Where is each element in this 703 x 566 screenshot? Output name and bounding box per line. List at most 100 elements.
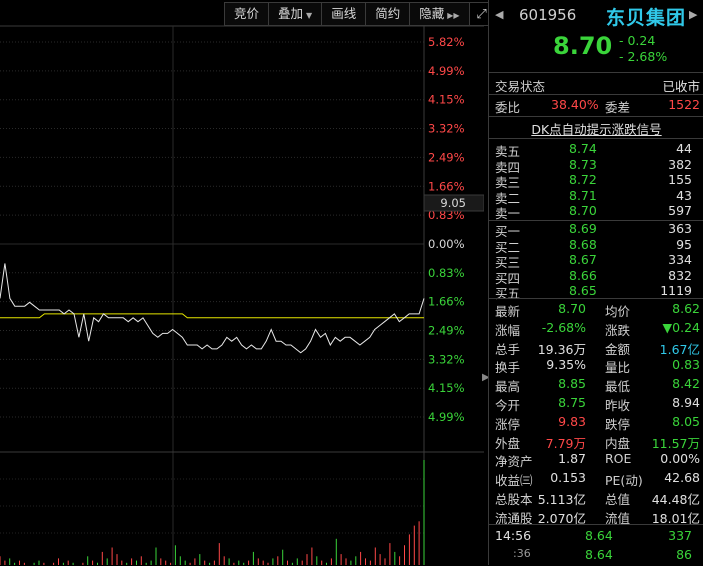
stat-value: 8.75 <box>558 395 586 410</box>
stat-row: 涨幅 -2.68% 涨跌 ▼0.24 <box>489 319 703 339</box>
orderbook-row[interactable]: 买三 8.67 334 <box>489 252 703 270</box>
stat-label: PE(动) <box>605 473 643 489</box>
divider <box>489 298 703 299</box>
current-price: 8.70 <box>553 32 613 60</box>
stat-value: 0.153 <box>550 470 586 486</box>
orderbook-row[interactable]: 卖一 8.70 597 <box>489 203 703 222</box>
trade-status-row: 交易状态 已收市 <box>489 74 703 94</box>
stat-label: 总手 <box>495 341 521 357</box>
price-change: - 0.24 <box>619 33 656 48</box>
quote-header: ◀ 601956 东贝集团 ▶ 8.70 - 0.24 - 2.68% <box>489 0 703 72</box>
order-ratio-label: 委比 <box>495 100 521 115</box>
tick-volume: 86 <box>676 547 692 562</box>
stat-label: 跌停 <box>605 416 631 432</box>
stat-label: 外盘 <box>495 435 521 451</box>
trade-status-value: 已收市 <box>662 79 700 94</box>
stat-label: 今开 <box>495 398 521 413</box>
stat-row: 净资产 1.87 ROE 0.00% <box>489 450 703 470</box>
price-change-pct: - 2.68% <box>619 49 668 64</box>
stat-label: 流通股 <box>495 510 533 526</box>
price-line <box>0 263 425 354</box>
stat-value: 8.94 <box>672 395 700 410</box>
orderbook-price: 8.73 <box>569 156 597 172</box>
orderbook-row[interactable]: 买一 8.69 363 <box>489 221 703 239</box>
orderbook-row[interactable]: 买四 8.66 832 <box>489 268 703 286</box>
orderbook-volume: 44 <box>676 141 692 156</box>
bid-button[interactable]: 竞价 <box>224 2 270 26</box>
divider <box>489 138 703 139</box>
stat-label: 总值 <box>605 492 631 507</box>
intraday-chart-panel[interactable]: 竞价 叠加 ▼ 画线 简约 隐藏 ▶▶ ⤢ 5.82% 4.99% 4.15% 3.32%… <box>0 0 495 565</box>
next-stock-icon[interactable]: ▶ <box>689 8 698 21</box>
tick-time: :36 <box>513 547 531 560</box>
draw-line-button[interactable]: 画线 <box>322 2 367 26</box>
stat-label: 净资产 <box>495 454 533 470</box>
orderbook-label: 买四 <box>495 270 521 286</box>
percent-axis-labels: 5.82% 4.99% 4.15% 3.32% 2.49% 1.66% 0.83% 0.00%… <box>428 35 465 424</box>
stat-label: 最新 <box>495 304 521 319</box>
order-diff-value: 1522 <box>668 97 700 112</box>
orderbook-label: 卖四 <box>495 159 521 175</box>
stat-value: 8.62 <box>672 301 700 316</box>
stat-label: 换手 <box>495 360 521 376</box>
orderbook-volume: 95 <box>676 236 692 252</box>
tick-row: :36 8.64 86 <box>489 546 703 566</box>
tick-volume: 337 <box>668 528 692 543</box>
orderbook-label: 卖一 <box>495 206 521 222</box>
stat-label: 最低 <box>605 379 631 395</box>
stat-row: 收益㈢ 0.153 PE(动) 42.68 <box>489 469 703 489</box>
orderbook-row[interactable]: 卖四 8.73 382 <box>489 156 703 175</box>
orderbook-price: 8.71 <box>569 187 597 203</box>
percent-label: 4.15% <box>428 93 465 107</box>
divider <box>489 524 703 525</box>
chart-canvas[interactable]: 5.82% 4.99% 4.15% 3.32% 2.49% 1.66% 0.83% 0.00%… <box>0 0 484 565</box>
stat-row: 涨停 9.83 跌停 8.05 <box>489 413 703 433</box>
caret-down-icon: ▼ <box>306 11 313 20</box>
orderbook-price: 8.67 <box>569 252 597 268</box>
average-price-line <box>0 313 424 319</box>
stat-value: 42.68 <box>664 470 700 486</box>
stat-value: 8.42 <box>672 376 700 392</box>
orderbook-price: 8.68 <box>569 236 597 252</box>
divider <box>489 94 703 95</box>
overlay-label: 叠加 <box>278 6 304 21</box>
stat-label: 金额 <box>605 341 631 357</box>
stock-name: 东贝集团 <box>606 7 687 29</box>
tick-row: 14:56 8.64 337 <box>489 527 703 547</box>
percent-label: 3.32% <box>428 122 465 136</box>
orderbook-label: 卖五 <box>495 144 521 159</box>
stat-value: 1.87 <box>558 451 586 467</box>
volume-bars <box>0 460 425 565</box>
percent-label: 3.32% <box>428 352 465 366</box>
percent-label: 2.49% <box>428 324 465 338</box>
stat-value: 44.48亿 <box>651 492 700 507</box>
orderbook-price: 8.69 <box>569 221 597 236</box>
double-arrow-right-icon: ▶▶ <box>447 11 460 20</box>
dk-signal-link[interactable]: DK点自动提示涨跌信号 <box>531 122 662 137</box>
orderbook-row[interactable]: 买二 8.68 95 <box>489 236 703 255</box>
orderbook-label: 买五 <box>495 286 521 302</box>
stat-label: ROE <box>605 451 632 467</box>
stat-value: 0.00% <box>660 451 700 467</box>
stat-value: 9.83 <box>558 413 586 429</box>
orderbook-row[interactable]: 买五 8.65 1119 <box>489 283 703 302</box>
collapse-arrow-icon[interactable]: ▶ <box>482 372 490 383</box>
stat-label: 总股本 <box>495 492 533 507</box>
stat-row: 今开 8.75 昨收 8.94 <box>489 394 703 414</box>
percent-label: 4.15% <box>428 381 465 395</box>
percent-label: 1.66% <box>428 179 465 193</box>
orderbook-row[interactable]: 卖五 8.74 44 <box>489 141 703 159</box>
divider <box>489 72 703 73</box>
stat-label: 内盘 <box>605 435 631 451</box>
prev-stock-icon[interactable]: ◀ <box>495 8 504 21</box>
hide-button[interactable]: 隐藏 ▶▶ <box>410 2 470 26</box>
orderbook-label: 买一 <box>495 224 521 239</box>
stat-value: ▼0.24 <box>662 319 700 335</box>
percent-label: 0.83% <box>428 266 465 280</box>
tick-time: 14:56 <box>495 528 532 543</box>
trade-status-label: 交易状态 <box>495 79 546 94</box>
orderbook-row[interactable]: 卖三 8.72 155 <box>489 172 703 190</box>
percent-label: 5.82% <box>428 35 465 49</box>
orderbook-price: 8.65 <box>569 283 597 299</box>
orderbook-row[interactable]: 卖二 8.71 43 <box>489 187 703 206</box>
